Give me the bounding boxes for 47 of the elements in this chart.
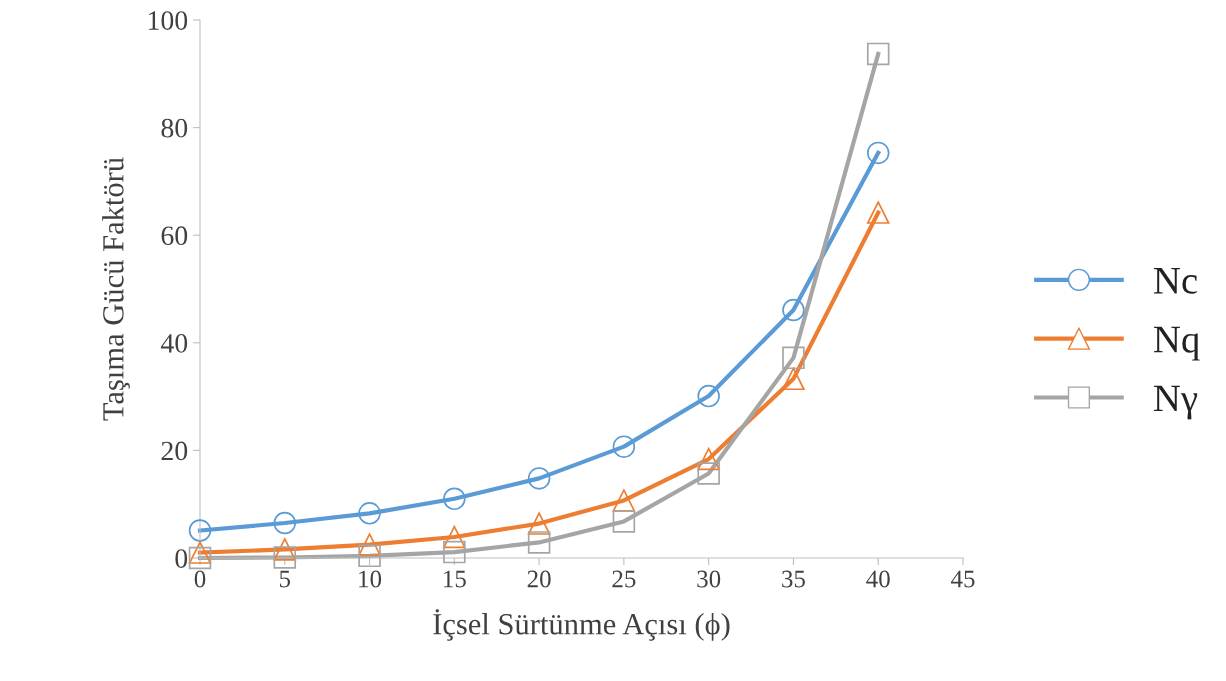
point — [358, 502, 381, 525]
legend-label: Nq — [1153, 326, 1200, 361]
point — [782, 346, 805, 370]
x-tick-label: 0 — [194, 570, 206, 588]
point — [527, 531, 551, 554]
point — [358, 544, 381, 568]
point — [273, 511, 297, 535]
point — [443, 487, 466, 511]
y-tick-label: 100 — [148, 11, 188, 30]
point — [443, 525, 466, 549]
point — [358, 533, 381, 556]
point — [612, 435, 636, 458]
point — [188, 546, 212, 570]
point — [188, 541, 212, 564]
point — [273, 538, 297, 561]
point — [527, 512, 551, 535]
y-tick-label: 60 — [161, 226, 188, 246]
x-tick-label: 40 — [866, 570, 890, 588]
x-tick-label: 30 — [697, 570, 721, 588]
legend-label: Nc — [1153, 267, 1197, 294]
point — [866, 42, 890, 66]
point — [782, 367, 805, 391]
point — [188, 519, 212, 542]
x-tick-label: 15 — [444, 570, 466, 588]
point — [866, 141, 890, 165]
point — [612, 510, 636, 533]
x-tick-label: 5 — [279, 570, 291, 588]
point — [782, 298, 805, 322]
point — [443, 540, 466, 564]
point — [697, 462, 720, 485]
x-tick-label: 20 — [527, 570, 551, 588]
point — [273, 546, 297, 569]
legend-label: Nγ — [1153, 385, 1198, 420]
x-tick-label: 25 — [612, 570, 636, 588]
point — [697, 384, 720, 408]
x-tick-label: 35 — [782, 570, 805, 588]
y-axis-title: Taşıma Gücü Faktörü — [102, 157, 130, 421]
x-tick-label: 45 — [950, 570, 975, 588]
point — [697, 447, 720, 471]
point — [527, 467, 551, 490]
y-tick-label: 80 — [161, 118, 188, 138]
y-tick-label: 0 — [175, 549, 188, 568]
y-tick-label: 40 — [160, 333, 188, 353]
y-tick-label: 20 — [161, 441, 188, 461]
x-tick-label: 10 — [359, 570, 382, 588]
point — [866, 201, 890, 224]
x-axis-title: İçsel Sürtünme Açısı (ϕ) — [433, 609, 730, 641]
